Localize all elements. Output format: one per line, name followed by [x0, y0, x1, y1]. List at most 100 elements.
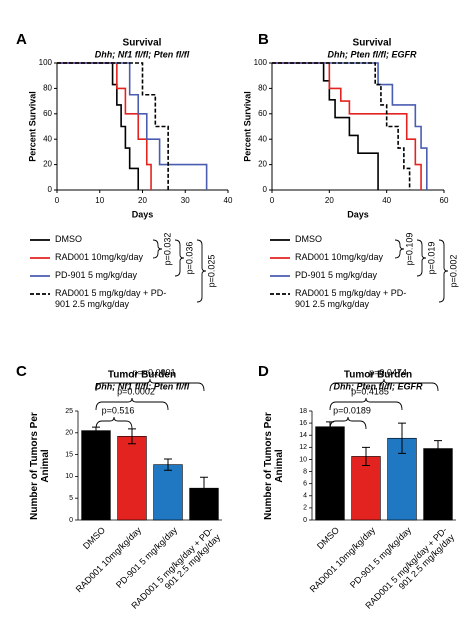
- y-tick-label: 60: [43, 109, 52, 118]
- y-tick-label: 14: [299, 432, 307, 439]
- survival-curve: [272, 62, 411, 190]
- error-bar: [434, 440, 442, 457]
- y-tick-label: 25: [65, 408, 73, 415]
- chart-subtitle: Dhh; Nf1 fl/fl; Pten fl/fl: [95, 49, 190, 59]
- panel-letter: C: [16, 363, 27, 380]
- p-value: p=0.025: [206, 255, 216, 288]
- comparison-bracket: [329, 416, 367, 430]
- bar: [153, 464, 183, 521]
- comparison-bracket: [416, 239, 427, 277]
- legend-label: RAD001 5 mg/kg/day + PD-901 2.5 mg/kg/da…: [55, 288, 167, 309]
- y-tick-label: 2: [303, 505, 307, 512]
- comparison-bracket: [329, 397, 403, 411]
- p-value: p=0.0002: [117, 386, 155, 396]
- bar: [117, 435, 147, 521]
- y-tick-label: 18: [299, 408, 307, 415]
- chart-title: Survival: [123, 38, 162, 49]
- chart-title: Tumor Burden: [344, 370, 412, 381]
- comparison-bracket: [95, 378, 205, 392]
- legend-label: DMSO: [55, 234, 82, 244]
- chart-subtitle: Dhh; Nf1 fl/fl; Pten fl/fl: [95, 381, 190, 391]
- comparison-bracket: [394, 239, 405, 259]
- p-value: p=0.109: [404, 233, 414, 266]
- y-tick-label: 15: [65, 451, 73, 458]
- survival-curve: [272, 62, 379, 190]
- survival-curve: [57, 62, 140, 190]
- survival-curve: [272, 62, 428, 190]
- panel-letter: A: [16, 31, 27, 48]
- y-tick-label: 8: [303, 468, 307, 475]
- y-tick-label: 40: [258, 134, 267, 143]
- survival-curve: [57, 62, 152, 190]
- comparison-bracket: [95, 397, 169, 411]
- p-value: p=<0.0001: [132, 367, 175, 377]
- legend-label: RAD001 10mg/kg/day: [55, 252, 144, 262]
- y-tick-label: 0: [303, 517, 307, 524]
- x-tick-label: 0: [270, 196, 275, 205]
- x-tick-label: 40: [382, 196, 391, 205]
- x-tick-label: 30: [181, 196, 190, 205]
- y-tick-label: 10: [299, 456, 307, 463]
- x-axis-label: Days: [132, 209, 154, 219]
- y-tick-label: 100: [254, 58, 268, 67]
- y-tick-label: 20: [43, 160, 52, 169]
- survival-curve: [57, 62, 169, 190]
- legend-label: PD-901 5 mg/kg/day: [295, 270, 378, 280]
- chart-subtitle: Dhh; Pten fl/fl; EGFR: [334, 381, 423, 391]
- y-tick-label: 20: [258, 160, 267, 169]
- legend-label: DMSO: [295, 234, 322, 244]
- y-tick-label: 80: [258, 84, 267, 93]
- p-value: p=0.516: [102, 405, 135, 415]
- p-value: p=0.0474: [369, 367, 407, 377]
- panel-letter: D: [258, 363, 269, 380]
- comparison-bracket: [174, 239, 185, 277]
- y-tick-label: 100: [39, 58, 53, 67]
- panel-letter: B: [258, 31, 269, 48]
- x-tick-label: 20: [325, 196, 334, 205]
- y-axis-label: Percent Survival: [242, 91, 252, 162]
- y-tick-label: 12: [299, 444, 307, 451]
- comparison-bracket: [95, 416, 133, 430]
- y-tick-label: 5: [69, 495, 73, 502]
- legend-label: RAD001 10mg/kg/day: [295, 252, 384, 262]
- y-tick-label: 6: [303, 481, 307, 488]
- y-tick-label: 20: [65, 430, 73, 437]
- comparison-bracket: [438, 239, 449, 303]
- error-bar: [398, 422, 406, 454]
- legend-label: PD-901 5 mg/kg/day: [55, 270, 138, 280]
- bar: [315, 426, 345, 521]
- y-tick-label: 16: [299, 420, 307, 427]
- comparison-bracket: [152, 239, 163, 259]
- x-axis-label: Days: [347, 209, 369, 219]
- comparison-bracket: [329, 378, 439, 392]
- y-axis-label: Percent Survival: [27, 91, 37, 162]
- y-tick-label: 0: [48, 185, 53, 194]
- survival-curve: [272, 62, 422, 190]
- p-value: p=0.019: [426, 242, 436, 275]
- x-tick-label: 40: [224, 196, 233, 205]
- p-value: p=0.4185: [351, 386, 389, 396]
- y-tick-label: 40: [43, 134, 52, 143]
- p-value: p=0.036: [184, 242, 194, 275]
- chart-subtitle: Dhh; Pten fl/fl; EGFR: [328, 49, 417, 59]
- y-tick-label: 10: [65, 473, 73, 480]
- bar: [81, 430, 111, 521]
- x-tick-label: 10: [95, 196, 104, 205]
- p-value: p=0.0189: [333, 405, 371, 415]
- y-tick-label: 0: [69, 517, 73, 524]
- legend-label: RAD001 5 mg/kg/day + PD-901 2.5 mg/kg/da…: [295, 288, 407, 309]
- x-tick-label: 20: [138, 196, 147, 205]
- y-tick-label: 0: [263, 185, 268, 194]
- p-value: p=0.002: [448, 255, 458, 288]
- error-bar: [362, 446, 370, 466]
- y-tick-label: 4: [303, 493, 307, 500]
- y-axis-label: Number of Tumors Per Animal: [263, 411, 285, 520]
- x-tick-label: 60: [440, 196, 449, 205]
- error-bar: [164, 458, 172, 471]
- x-tick-label: 0: [55, 196, 60, 205]
- survival-curve: [57, 62, 208, 190]
- bar: [423, 448, 453, 521]
- chart-title: Tumor Burden: [108, 370, 176, 381]
